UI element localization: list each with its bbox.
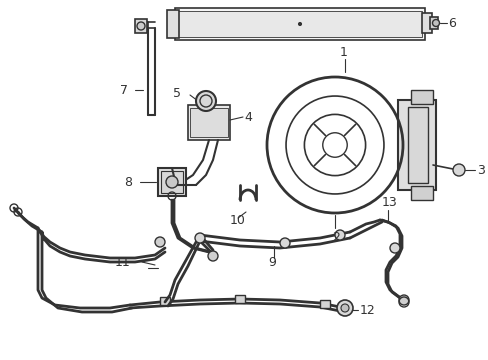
Circle shape bbox=[196, 91, 216, 111]
Text: 1: 1 bbox=[339, 45, 347, 59]
Circle shape bbox=[155, 237, 164, 247]
Bar bbox=[319, 300, 329, 308]
Text: 8: 8 bbox=[124, 176, 132, 189]
Circle shape bbox=[336, 300, 352, 316]
Bar bbox=[175, 8, 424, 40]
Bar bbox=[235, 295, 244, 303]
Circle shape bbox=[165, 176, 178, 188]
Bar bbox=[410, 90, 432, 104]
Text: 3: 3 bbox=[476, 163, 484, 176]
Bar bbox=[421, 13, 431, 33]
Circle shape bbox=[195, 233, 204, 243]
Text: 5: 5 bbox=[173, 86, 181, 99]
Bar bbox=[135, 19, 147, 33]
Bar bbox=[190, 108, 227, 137]
Text: 4: 4 bbox=[244, 111, 251, 123]
Bar bbox=[178, 11, 421, 37]
Circle shape bbox=[280, 238, 289, 248]
Text: 6: 6 bbox=[447, 17, 455, 30]
Circle shape bbox=[389, 243, 399, 253]
Circle shape bbox=[398, 295, 408, 305]
Circle shape bbox=[431, 19, 439, 27]
Bar bbox=[410, 186, 432, 200]
Bar bbox=[407, 107, 427, 183]
Text: 10: 10 bbox=[229, 213, 245, 226]
Circle shape bbox=[452, 164, 464, 176]
Circle shape bbox=[298, 23, 301, 26]
Text: 7: 7 bbox=[120, 84, 128, 96]
Text: 13: 13 bbox=[381, 195, 397, 208]
Bar bbox=[397, 100, 435, 190]
Bar bbox=[158, 168, 185, 196]
Text: 9: 9 bbox=[267, 256, 275, 269]
Bar bbox=[429, 17, 437, 29]
Bar bbox=[167, 10, 179, 38]
Circle shape bbox=[334, 230, 345, 240]
Text: 11: 11 bbox=[115, 256, 130, 269]
Circle shape bbox=[137, 22, 145, 30]
Bar bbox=[187, 105, 229, 140]
Circle shape bbox=[207, 251, 218, 261]
Circle shape bbox=[340, 304, 348, 312]
Text: 2: 2 bbox=[331, 230, 339, 243]
Text: 12: 12 bbox=[359, 303, 375, 316]
Bar bbox=[160, 297, 170, 305]
Bar bbox=[161, 171, 183, 193]
